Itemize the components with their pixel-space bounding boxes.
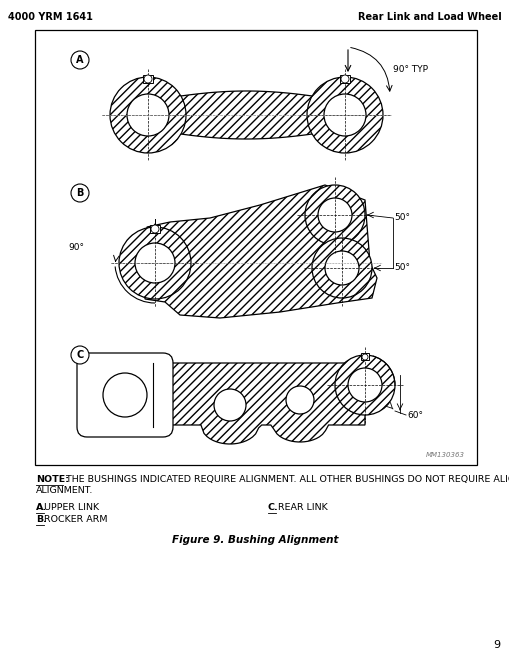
- Polygon shape: [148, 91, 344, 139]
- Text: C: C: [76, 350, 83, 360]
- Circle shape: [127, 94, 168, 136]
- Text: ALIGNMENT.: ALIGNMENT.: [36, 486, 93, 495]
- Circle shape: [312, 238, 371, 298]
- Circle shape: [318, 198, 351, 232]
- Text: UPPER LINK: UPPER LINK: [44, 503, 99, 512]
- Circle shape: [151, 225, 159, 233]
- Bar: [360, 353, 369, 360]
- Text: 90°: 90°: [68, 244, 84, 253]
- Text: B: B: [76, 188, 83, 198]
- Circle shape: [214, 389, 245, 421]
- Text: ROCKER ARM: ROCKER ARM: [44, 515, 107, 524]
- Text: REAR LINK: REAR LINK: [277, 503, 327, 512]
- Text: 50°: 50°: [393, 263, 409, 273]
- Text: C.: C.: [267, 503, 278, 512]
- Text: A.: A.: [36, 503, 47, 512]
- Text: 60°: 60°: [406, 411, 422, 420]
- Text: NOTE:: NOTE:: [36, 475, 69, 484]
- Bar: [340, 75, 349, 83]
- Circle shape: [323, 94, 365, 136]
- Circle shape: [110, 77, 186, 153]
- Text: Figure 9. Bushing Alignment: Figure 9. Bushing Alignment: [172, 535, 337, 545]
- Circle shape: [341, 75, 348, 83]
- Polygon shape: [125, 363, 364, 444]
- Circle shape: [71, 51, 89, 69]
- Circle shape: [135, 243, 175, 283]
- Text: A: A: [76, 55, 83, 65]
- Circle shape: [334, 355, 394, 415]
- Text: 4000 YRM 1641: 4000 YRM 1641: [8, 12, 93, 22]
- Circle shape: [103, 373, 147, 417]
- Circle shape: [144, 75, 152, 83]
- Circle shape: [286, 386, 314, 414]
- Bar: [143, 75, 153, 83]
- Text: THE BUSHINGS INDICATED REQUIRE ALIGNMENT. ALL OTHER BUSHINGS DO NOT REQUIRE ALIG: THE BUSHINGS INDICATED REQUIRE ALIGNMENT…: [63, 475, 509, 484]
- Text: 9: 9: [492, 640, 499, 650]
- Text: MM130363: MM130363: [425, 452, 464, 458]
- Circle shape: [324, 251, 358, 285]
- Polygon shape: [145, 185, 376, 318]
- Text: 50°: 50°: [393, 213, 409, 222]
- Circle shape: [306, 77, 382, 153]
- FancyBboxPatch shape: [77, 353, 173, 437]
- Text: B.: B.: [36, 515, 47, 524]
- Circle shape: [71, 346, 89, 364]
- Circle shape: [347, 368, 381, 402]
- Circle shape: [361, 354, 367, 360]
- Text: Rear Link and Load Wheel: Rear Link and Load Wheel: [357, 12, 501, 22]
- Bar: [35, 30, 476, 465]
- Bar: [150, 225, 160, 233]
- Circle shape: [304, 185, 364, 245]
- Text: 90° TYP: 90° TYP: [392, 65, 427, 73]
- Circle shape: [119, 227, 191, 299]
- Circle shape: [71, 184, 89, 202]
